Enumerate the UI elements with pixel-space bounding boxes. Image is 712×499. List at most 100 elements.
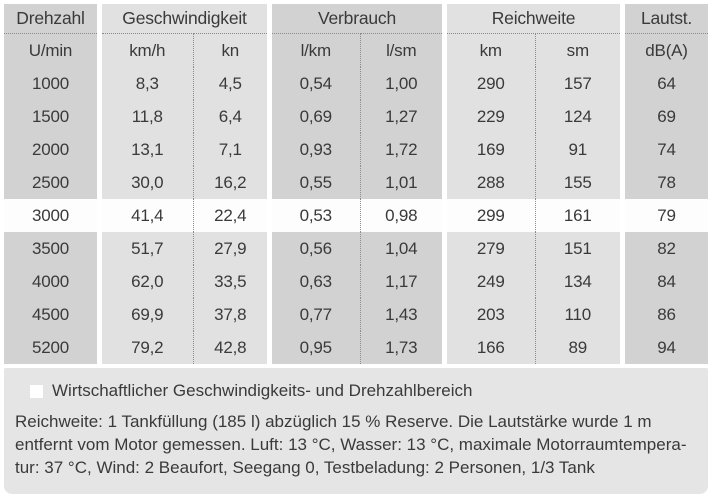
table-cell: 0,69 — [272, 100, 360, 133]
column-gap — [442, 100, 448, 133]
table-cell: 6,4 — [192, 100, 267, 133]
footnote-line: Reichweite: 1 Tankfüllung (185 l) abzügl… — [15, 412, 652, 431]
table-cell: 0,55 — [272, 166, 360, 199]
table-cell: 1,43 — [359, 298, 443, 331]
table-row: 1000 8,3 4,5 0,54 1,00 290 157 64 — [4, 67, 709, 100]
column-gap — [442, 67, 448, 100]
column-gap — [267, 166, 272, 199]
group-header-drehzahl: Drehzahl — [4, 4, 97, 34]
table-cell: 4,5 — [192, 67, 267, 100]
table-cell: 1,73 — [359, 331, 443, 364]
table-cell: 1,00 — [359, 67, 443, 100]
column-gap — [620, 199, 626, 232]
table-cell: 69 — [625, 100, 709, 133]
footnote-line: tur: 37 °C, Wind: 2 Beaufort, Seegang 0,… — [15, 458, 595, 477]
table-cell: 1,01 — [359, 166, 443, 199]
column-gap — [97, 265, 102, 298]
column-gap — [267, 4, 272, 34]
table-cell: 0,56 — [272, 232, 360, 265]
column-gap — [97, 133, 102, 166]
footnote: Reichweite: 1 Tankfüllung (185 l) abzügl… — [15, 410, 708, 479]
unit-lsm: l/sm — [359, 33, 443, 67]
legend: Wirtschaftlicher Geschwindigkeits- und D… — [30, 381, 708, 401]
column-gap — [97, 199, 102, 232]
table-cell: 0,95 — [272, 331, 360, 364]
column-gap — [97, 4, 102, 34]
table-cell: 89 — [534, 331, 621, 364]
column-gap — [620, 298, 626, 331]
table-row: 4500 69,9 37,8 0,77 1,43 203 110 86 — [4, 298, 709, 331]
column-gap — [267, 265, 272, 298]
footer-panel: Wirtschaftlicher Geschwindigkeits- und D… — [4, 368, 708, 494]
table-cell: 84 — [625, 265, 709, 298]
table-group-header-row: Drehzahl Geschwindigkeit Verbrauch Reich… — [4, 4, 709, 34]
column-gap — [442, 166, 448, 199]
table-row: 3500 51,7 27,9 0,56 1,04 279 151 82 — [4, 232, 709, 265]
column-gap — [442, 232, 448, 265]
column-gap — [267, 67, 272, 100]
column-gap — [267, 133, 272, 166]
table-row: 2000 13,1 7,1 0,93 1,72 169 91 74 — [4, 133, 709, 166]
table-cell: 1,72 — [359, 133, 443, 166]
column-gap — [267, 33, 272, 67]
table-cell: 169 — [447, 133, 536, 166]
table-cell: 4500 — [4, 298, 97, 331]
table-row: 5200 79,2 42,8 0,95 1,73 166 89 94 — [4, 331, 709, 364]
column-gap — [267, 100, 272, 133]
table-cell: 7,1 — [192, 133, 267, 166]
column-gap — [97, 232, 102, 265]
table-cell: 8,3 — [102, 67, 193, 100]
unit-lkm: l/km — [272, 33, 360, 67]
column-gap — [267, 298, 272, 331]
table-cell: 1,27 — [359, 100, 443, 133]
table-row: 4000 62,0 33,5 0,63 1,17 249 134 84 — [4, 265, 709, 298]
table-cell: 0,63 — [272, 265, 360, 298]
table-cell: 74 — [625, 133, 709, 166]
table-cell: 4000 — [4, 265, 97, 298]
group-header-lautstaerke: Lautst. — [625, 4, 709, 34]
table-cell: 79 — [625, 199, 709, 232]
table-cell: 2500 — [4, 166, 97, 199]
table-cell: 157 — [534, 67, 621, 100]
group-header-reichweite: Reichweite — [447, 4, 621, 34]
performance-table: Drehzahl Geschwindigkeit Verbrauch Reich… — [4, 4, 709, 364]
table-cell: 0,98 — [359, 199, 443, 232]
table-cell: 2000 — [4, 133, 97, 166]
column-gap — [620, 67, 626, 100]
table-cell: 151 — [534, 232, 621, 265]
table-cell: 37,8 — [192, 298, 267, 331]
table-cell: 0,93 — [272, 133, 360, 166]
table-cell: 279 — [447, 232, 536, 265]
table-cell: 155 — [534, 166, 621, 199]
table-cell: 41,4 — [102, 199, 193, 232]
column-gap — [442, 298, 448, 331]
column-gap — [97, 67, 102, 100]
table-cell: 290 — [447, 67, 536, 100]
column-gap — [620, 100, 626, 133]
table-cell: 1000 — [4, 67, 97, 100]
column-gap — [620, 265, 626, 298]
table-cell: 78 — [625, 166, 709, 199]
table-cell: 16,2 — [192, 166, 267, 199]
table-cell: 134 — [534, 265, 621, 298]
column-gap — [620, 232, 626, 265]
group-header-verbrauch: Verbrauch — [272, 4, 443, 34]
table-cell: 30,0 — [102, 166, 193, 199]
column-gap — [620, 4, 626, 34]
table-cell: 79,2 — [102, 331, 193, 364]
column-gap — [620, 33, 626, 67]
table-cell: 13,1 — [102, 133, 193, 166]
table-cell: 1,17 — [359, 265, 443, 298]
table-cell: 82 — [625, 232, 709, 265]
table-row-highlighted: 3000 41,4 22,4 0,53 0,98 299 161 79 — [4, 199, 709, 232]
column-gap — [442, 199, 448, 232]
unit-sm: sm — [534, 33, 621, 67]
unit-kn: kn — [192, 33, 267, 67]
table-unit-row: U/min km/h kn l/km l/sm km sm dB(A) — [4, 33, 709, 67]
column-gap — [620, 331, 626, 364]
column-gap — [267, 331, 272, 364]
legend-label: Wirtschaftlicher Geschwindigkeits- und D… — [52, 381, 473, 400]
table-cell: 69,9 — [102, 298, 193, 331]
column-gap — [267, 199, 272, 232]
column-gap — [442, 4, 448, 34]
